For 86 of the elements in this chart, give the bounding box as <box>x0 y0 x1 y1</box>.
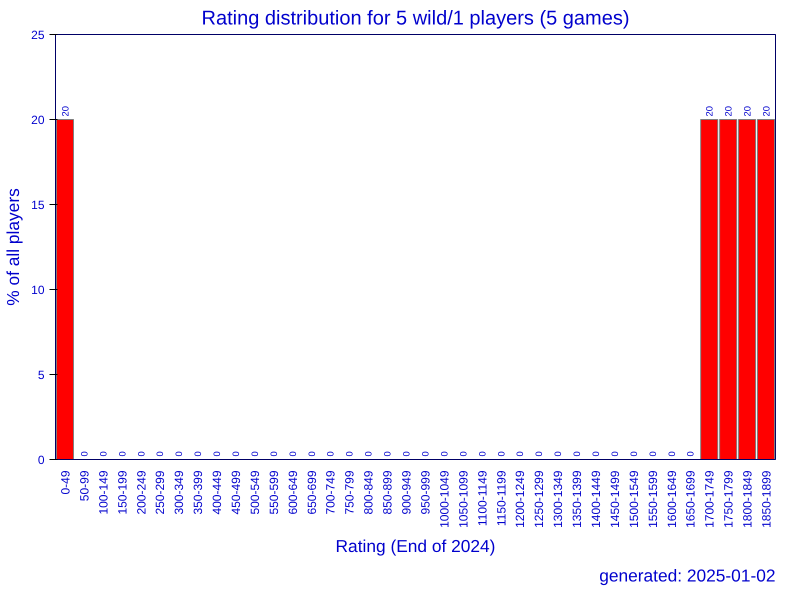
x-tick-label: 1650-1699 <box>684 470 698 528</box>
data-label: 0 <box>250 451 260 456</box>
x-tick-label: 200-249 <box>134 470 148 515</box>
data-label: 0 <box>628 451 639 456</box>
x-tick-label: 750-799 <box>342 470 357 515</box>
x-tick-label: 1300-1349 <box>551 470 566 528</box>
x-tick-label: 250-299 <box>153 470 168 515</box>
x-tick-label: 1500-1549 <box>626 470 641 528</box>
x-tick-label: 1150-1199 <box>494 470 508 526</box>
x-tick-label: 1000-1049 <box>437 470 452 528</box>
x-tick-label: 950-999 <box>418 470 432 515</box>
x-tick-label: 1250-1299 <box>532 470 546 528</box>
x-tick-label: 150-199 <box>115 470 130 515</box>
data-label: 0 <box>439 451 450 456</box>
x-tick-label: 1050-1099 <box>456 470 470 528</box>
y-tick-label: 10 <box>31 283 45 297</box>
x-tick-label: 1200-1249 <box>513 470 528 528</box>
x-tick-label: 1450-1499 <box>608 470 622 528</box>
y-tick-label: 5 <box>38 368 45 382</box>
x-tick-label: 400-449 <box>210 470 224 515</box>
x-tick-label: 350-399 <box>191 470 206 515</box>
data-label: 0 <box>212 451 222 456</box>
data-label: 0 <box>193 451 204 456</box>
data-label: 0 <box>364 451 374 456</box>
data-label: 0 <box>344 451 355 456</box>
data-label: 20 <box>742 106 753 116</box>
x-tick-label: 600-649 <box>286 470 300 515</box>
data-label: 0 <box>288 451 298 456</box>
data-label: 0 <box>648 451 658 456</box>
x-tick-label: 50-99 <box>77 470 92 502</box>
x-tick-label: 1600-1649 <box>664 470 679 528</box>
x-tick-label: 1350-1399 <box>570 470 584 528</box>
x-tick-label: 1700-1749 <box>702 470 717 528</box>
data-label: 0 <box>458 451 468 456</box>
text: generated: 2025-01-02 <box>599 566 776 586</box>
x-tick-label: 1850-1899 <box>760 470 774 528</box>
x-tick-label: 1400-1449 <box>589 470 603 528</box>
data-label: 0 <box>136 451 146 456</box>
y-tick-label: 15 <box>31 198 45 212</box>
data-label: 20 <box>60 106 70 116</box>
x-tick-label: 700-749 <box>324 470 338 515</box>
x-tick-label: 550-599 <box>266 470 281 515</box>
data-label: 0 <box>402 451 412 456</box>
data-label: 0 <box>666 451 677 456</box>
data-label: 0 <box>306 451 317 456</box>
x-tick-label: 450-499 <box>229 470 243 515</box>
data-label: 0 <box>326 451 336 456</box>
x-tick-label: 1800-1849 <box>740 470 755 528</box>
y-tick-label: 25 <box>31 28 45 42</box>
data-label: 0 <box>79 451 90 456</box>
x-tick-label: 1100-1149 <box>475 470 490 526</box>
data-label: 0 <box>155 451 166 456</box>
x-tick-label: 300-349 <box>172 470 186 515</box>
data-label: 20 <box>724 106 734 116</box>
x-tick-label: 1550-1599 <box>646 470 660 528</box>
data-label: 20 <box>704 106 715 116</box>
x-tick-label: 500-549 <box>248 470 262 515</box>
data-label: 0 <box>98 451 108 456</box>
x-tick-label: 0-49 <box>58 470 72 495</box>
x-tick-label: 850-899 <box>380 470 395 515</box>
data-label: 0 <box>231 451 241 456</box>
data-label: 0 <box>591 451 601 456</box>
y-tick-label: 20 <box>31 113 45 127</box>
data-label: 0 <box>534 451 544 456</box>
data-label: 0 <box>477 451 488 456</box>
chart-title: Rating distribution for 5 wild/1 players (5 games) <box>202 8 630 30</box>
y-tick-label: 0 <box>38 453 45 467</box>
data-label: 0 <box>174 451 184 456</box>
data-label: 20 <box>762 106 772 116</box>
data-label: 0 <box>553 451 564 456</box>
data-label: 0 <box>572 451 582 456</box>
x-tick-label: 800-849 <box>362 470 376 515</box>
data-label: 0 <box>686 451 696 456</box>
data-label: 0 <box>515 451 526 456</box>
data-label: 0 <box>382 451 393 456</box>
x-tick-label: 100-149 <box>96 470 110 515</box>
data-label: 0 <box>420 451 430 456</box>
data-label: 0 <box>610 451 620 456</box>
x-tick-label: 900-949 <box>400 470 414 515</box>
x-tick-label: 1750-1799 <box>722 470 736 528</box>
data-label: 0 <box>117 451 128 456</box>
y-axis-title: % of all players <box>3 188 24 306</box>
data-label: 0 <box>496 451 506 456</box>
data-label: 0 <box>268 451 279 456</box>
x-tick-label: 650-699 <box>304 470 319 515</box>
x-axis-title: Rating (End of 2024) <box>336 536 496 556</box>
